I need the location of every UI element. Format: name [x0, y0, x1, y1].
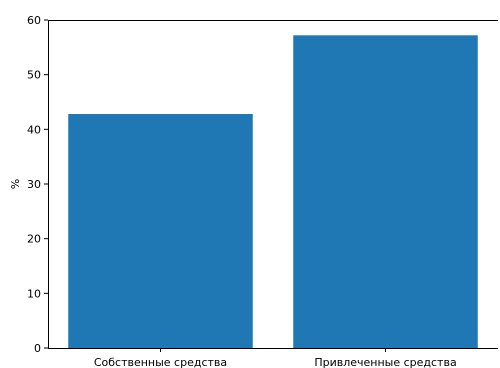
y-tick-label: 40	[27, 123, 41, 136]
y-axis: 0 10 20 30 40 50 60	[27, 14, 49, 355]
x-tick-label: Собственные средства	[94, 356, 227, 368]
y-tick-label: 50	[27, 69, 41, 82]
y-axis-label: %	[9, 179, 22, 189]
y-tick-label: 60	[27, 14, 41, 27]
y-tick-label: 30	[27, 178, 41, 191]
bar	[68, 114, 253, 348]
bar	[293, 35, 478, 348]
y-tick-label: 0	[34, 342, 41, 355]
y-tick-label: 20	[27, 233, 41, 246]
y-tick-label: 10	[27, 287, 41, 300]
bars-group	[68, 35, 478, 348]
x-axis: Собственные средства Привлеченные средств…	[48, 348, 498, 368]
x-tick-label: Привлеченные средства	[314, 356, 456, 368]
